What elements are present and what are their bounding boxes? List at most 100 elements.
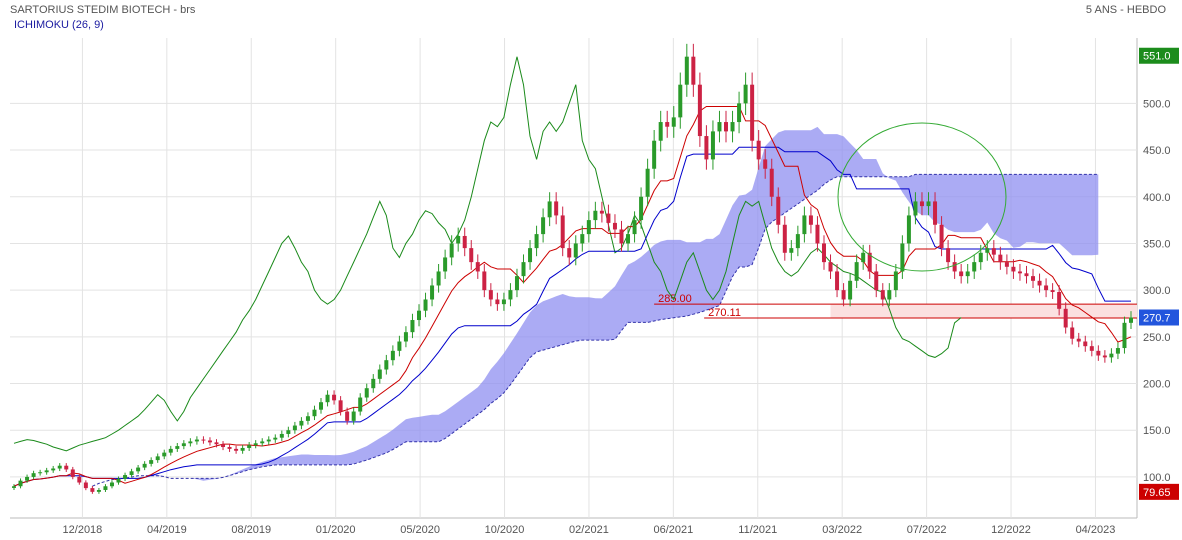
candle-body bbox=[416, 310, 421, 321]
candle-body bbox=[906, 215, 911, 244]
candle-body bbox=[109, 482, 114, 487]
indicator-label: ICHIMOKU (26, 9) bbox=[14, 19, 104, 31]
candle-body bbox=[1031, 276, 1036, 281]
max-price-tag-text: 551.0 bbox=[1143, 51, 1171, 63]
candle-body bbox=[900, 243, 905, 272]
candle-body bbox=[717, 122, 722, 132]
candle-body bbox=[188, 441, 193, 444]
candle-body bbox=[671, 117, 676, 127]
candle-body bbox=[403, 332, 408, 342]
kijun-sen-line bbox=[13, 146, 1131, 487]
candle-body bbox=[763, 159, 768, 169]
candle-body bbox=[227, 447, 232, 449]
candle-body bbox=[475, 262, 480, 272]
candle-body bbox=[808, 215, 813, 225]
candle-body bbox=[619, 229, 624, 244]
candle-body bbox=[1011, 266, 1016, 272]
candle-body bbox=[430, 285, 435, 300]
candle-body bbox=[1024, 273, 1029, 277]
candle-body bbox=[678, 84, 683, 118]
x-tick-label: 12/2022 bbox=[991, 524, 1031, 536]
candle-body bbox=[253, 443, 258, 446]
candle-body bbox=[123, 475, 128, 479]
y-tick-label: 300.0 bbox=[1143, 285, 1171, 297]
candle-body bbox=[83, 482, 88, 489]
candle-body bbox=[508, 290, 513, 300]
candle-body bbox=[534, 234, 539, 249]
y-tick-label: 100.0 bbox=[1143, 472, 1171, 484]
candle-body bbox=[286, 430, 291, 434]
candle-body bbox=[593, 210, 598, 221]
level-label-285: 285.00 bbox=[658, 293, 692, 305]
candle-body bbox=[835, 271, 840, 291]
candle-body bbox=[371, 378, 376, 389]
candle-body bbox=[1050, 290, 1055, 293]
candle-body bbox=[279, 433, 284, 438]
candle-body bbox=[645, 168, 650, 197]
candle-body bbox=[175, 446, 180, 449]
candle-body bbox=[580, 234, 585, 244]
x-tick-label: 06/2021 bbox=[653, 524, 693, 536]
chikou-span-line bbox=[13, 56, 962, 452]
y-tick-label: 250.0 bbox=[1143, 332, 1171, 344]
candle-body bbox=[70, 469, 75, 477]
last-price-tag-bg bbox=[1139, 309, 1179, 326]
x-tick-label: 08/2019 bbox=[231, 524, 271, 536]
candle-body bbox=[730, 122, 735, 132]
candle-body bbox=[691, 56, 696, 85]
candle-body bbox=[1096, 350, 1101, 356]
candle-body bbox=[38, 472, 43, 474]
candle-body bbox=[103, 486, 108, 490]
candle-body bbox=[136, 467, 141, 472]
candle-body bbox=[12, 486, 16, 488]
candle-body bbox=[913, 201, 918, 216]
candle-body bbox=[260, 441, 265, 444]
candle-body bbox=[893, 271, 898, 291]
candle-body bbox=[789, 248, 794, 253]
candle-body bbox=[985, 248, 990, 253]
candle-body bbox=[1089, 346, 1094, 351]
candle-body bbox=[312, 409, 317, 417]
level-zone bbox=[830, 304, 1137, 319]
candle-body bbox=[724, 122, 729, 132]
min-price-tag-bg bbox=[1139, 483, 1179, 500]
candle-body bbox=[358, 397, 363, 412]
candle-body bbox=[599, 210, 604, 214]
candle-body bbox=[965, 271, 970, 277]
candle-body bbox=[867, 252, 872, 272]
candle-body bbox=[299, 420, 304, 426]
candle-body bbox=[1076, 338, 1081, 342]
candle-body bbox=[1109, 353, 1114, 358]
candle-body bbox=[952, 262, 957, 272]
candle-body bbox=[325, 394, 330, 403]
min-price-tag-text: 79.65 bbox=[1143, 487, 1171, 499]
candle-body bbox=[991, 248, 996, 255]
candle-body bbox=[1017, 271, 1022, 274]
candle-body bbox=[652, 140, 657, 169]
candle-body bbox=[978, 252, 983, 263]
candle-body bbox=[207, 440, 212, 443]
y-tick-label: 150.0 bbox=[1143, 425, 1171, 437]
instrument-title: SARTORIUS STEDIM BIOTECH - brs bbox=[10, 4, 196, 16]
candle-body bbox=[828, 262, 833, 272]
candle-body bbox=[240, 447, 245, 451]
candle-body bbox=[57, 465, 62, 469]
candle-body bbox=[521, 262, 526, 277]
candle-body bbox=[64, 465, 69, 470]
x-tick-label: 12/2018 bbox=[63, 524, 103, 536]
candle-body bbox=[214, 442, 219, 445]
y-tick-label: 200.0 bbox=[1143, 379, 1171, 391]
candle-body bbox=[25, 476, 30, 481]
candle-body bbox=[201, 439, 206, 441]
candle-body bbox=[887, 290, 892, 300]
tenkan-sen-line bbox=[13, 106, 1132, 487]
candle-body bbox=[338, 400, 343, 412]
candle-body bbox=[234, 448, 239, 451]
candle-body bbox=[632, 220, 637, 235]
candle-body bbox=[305, 416, 310, 421]
candle-body bbox=[18, 480, 23, 487]
candle-body bbox=[769, 168, 774, 197]
candle-body bbox=[266, 439, 271, 442]
candle-body bbox=[319, 402, 324, 410]
